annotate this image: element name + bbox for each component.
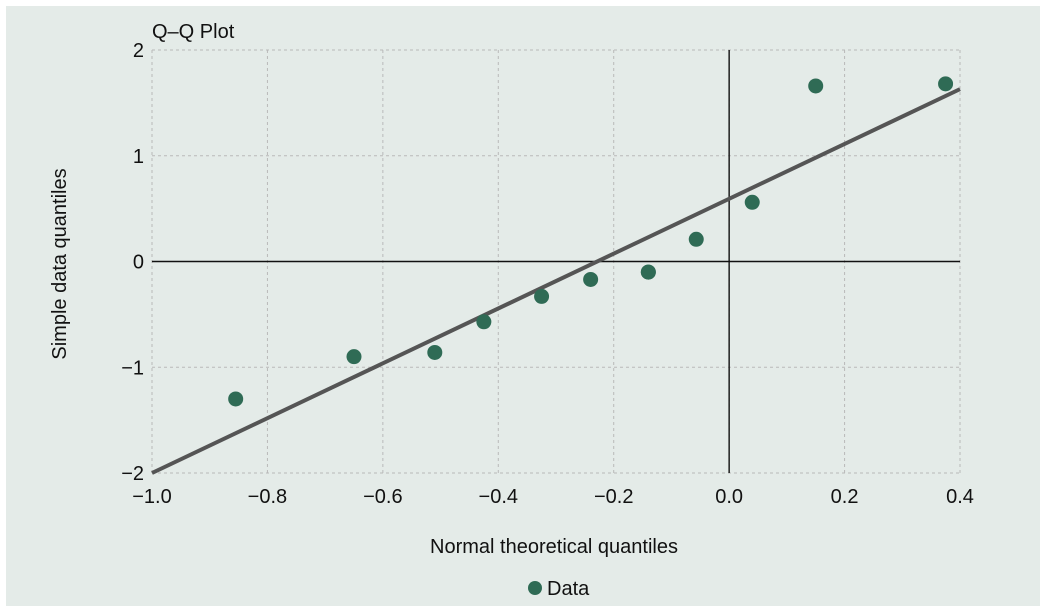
fit-layer [151,87,961,475]
chart-figure: −1.0 −0.8 −0.6 −0.4 −0.2 0.0 0.2 0.4 2 1 0 −1 −2 Q–Q… [6,6,1040,606]
x-tick-label: 0.4 [946,486,974,508]
x-tick-label: 0.2 [831,486,859,508]
x-tick-label: 0.0 [715,486,743,508]
data-point [427,344,443,360]
x-tick-label: −0.8 [248,486,287,508]
qq-plot-svg: −1.0 −0.8 −0.6 −0.4 −0.2 0.0 0.2 0.4 2 1 0 −1 −2 Q–Q… [49,21,974,600]
data-point [583,271,599,287]
ticks-layer: −1.0 −0.8 −0.6 −0.4 −0.2 0.0 0.2 0.4 2 1 0 −1 −2 [121,40,974,508]
y-tick-label: 1 [133,146,144,168]
data-point [688,231,704,247]
data-point [228,391,244,407]
points-layer [228,76,954,407]
y-axis-title: Simple data quantiles [49,168,71,359]
legend: Data [528,578,590,600]
x-tick-label: −0.6 [363,486,402,508]
x-tick-label: −0.2 [594,486,633,508]
zero-axes [152,50,960,473]
data-point [476,314,492,330]
data-point [744,194,760,210]
x-tick-label: −0.4 [479,486,518,508]
data-point [346,349,362,365]
legend-marker [528,581,542,595]
chart-title: Q–Q Plot [152,21,235,43]
y-tick-label: 2 [133,40,144,62]
x-axis-title: Normal theoretical quantiles [430,536,678,558]
x-tick-label: −1.0 [132,486,171,508]
fit-line [151,87,961,475]
y-tick-label: 0 [133,252,144,274]
y-tick-label: −2 [121,463,144,485]
y-tick-label: −1 [121,357,144,379]
data-point [640,264,656,280]
data-point [938,76,954,92]
legend-label: Data [547,578,590,600]
data-point [808,78,824,94]
data-point [534,288,550,304]
